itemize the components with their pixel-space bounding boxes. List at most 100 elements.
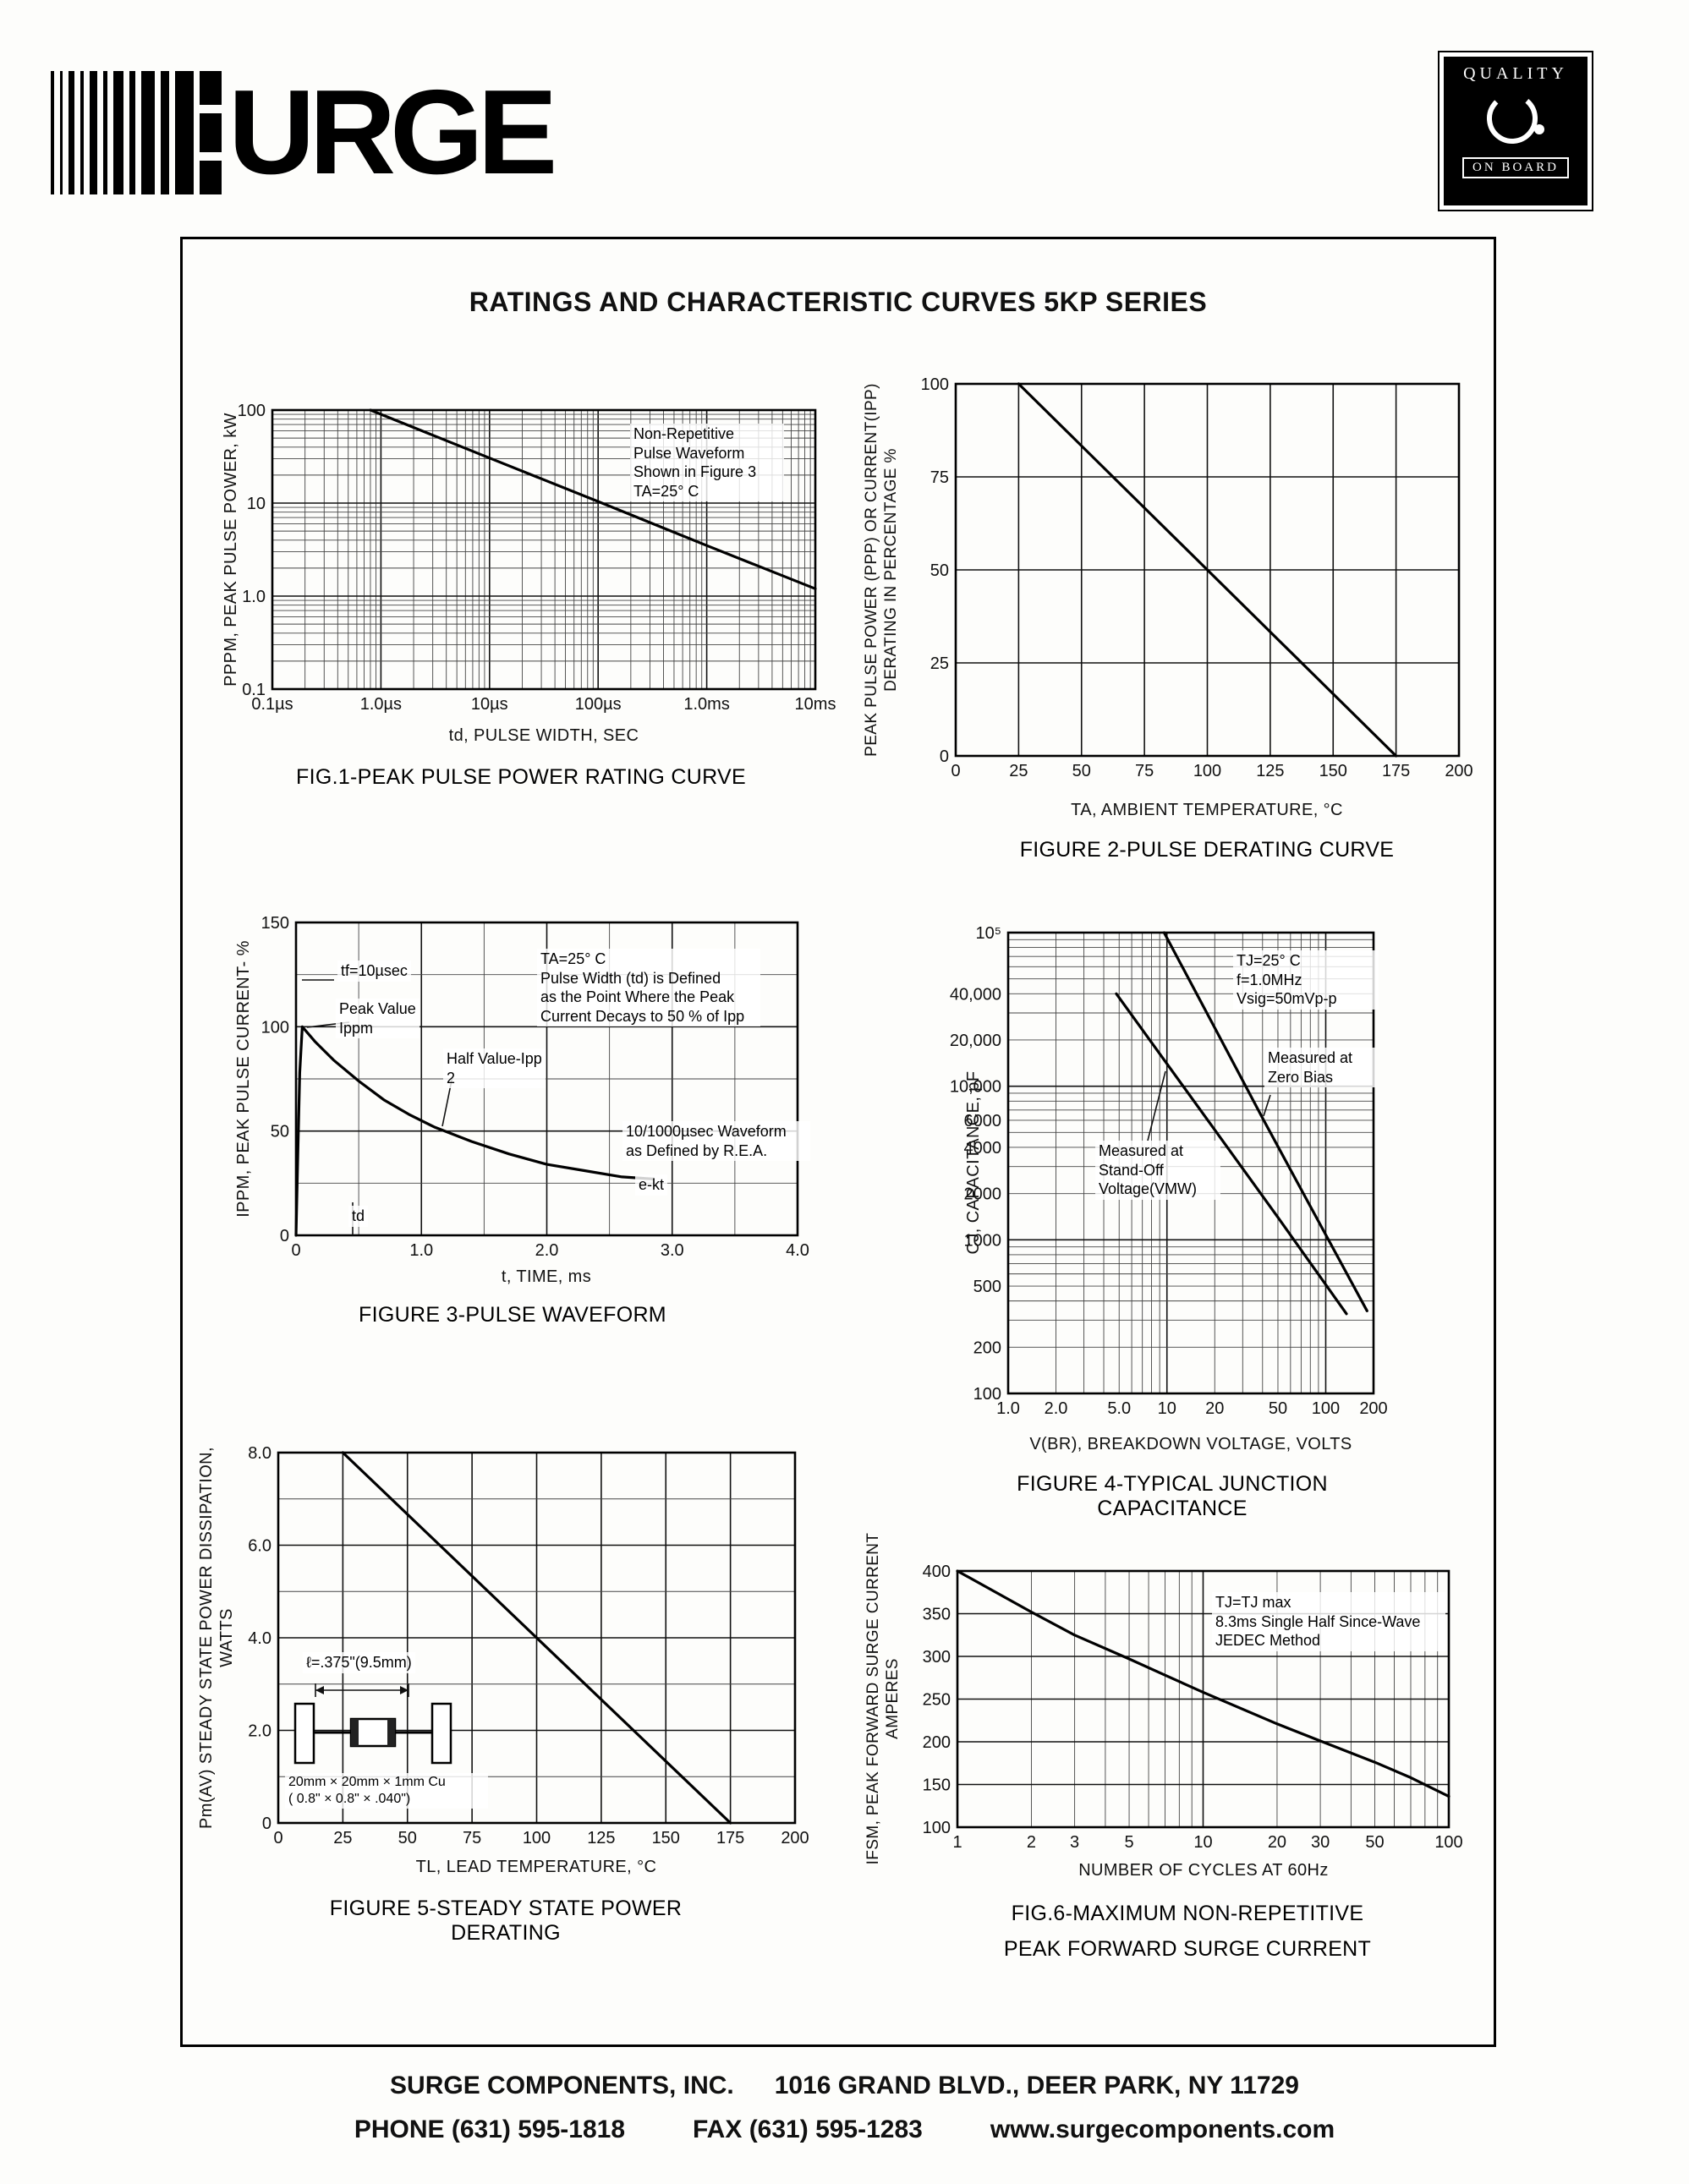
svg-text:0: 0 (940, 747, 949, 766)
fig2-y-axis-label: PEAK PULSE POWER (PPP) OR CURRENT(IPP) D… (863, 383, 900, 757)
svg-text:200: 200 (1445, 762, 1472, 780)
fig5-mounting-diagram (293, 1683, 452, 1765)
svg-text:1.0: 1.0 (242, 588, 266, 606)
svg-text:8.0: 8.0 (248, 1444, 271, 1463)
svg-text:2000: 2000 (964, 1185, 1002, 1204)
svg-text:20: 20 (1268, 1833, 1286, 1852)
fig1-y-axis-label: PPPM, PEAK PULSE POWER, kW (222, 413, 240, 687)
svg-text:100: 100 (973, 1385, 1001, 1404)
svg-text:50: 50 (271, 1123, 289, 1141)
fig3-ekt-annotation: e-kt (635, 1174, 668, 1196)
fig5-power-derating-chart: 0 25 50 75 100 125 150 175 200 0 2.0 4.0 6.0 8.0 (248, 1444, 809, 1847)
datasheet-frame: RATINGS AND CHARACTERISTIC CURVES 5KP SE… (180, 237, 1496, 2047)
svg-text:100: 100 (923, 1819, 951, 1837)
fig5-lead-length-annotation: ℓ=.375"(9.5mm) (303, 1652, 415, 1673)
quality-badge-field: QUALITY ON BOARD (1444, 57, 1588, 205)
fig6-caption-line1: FIG.6-MAXIMUM NON-REPETITIVE (1011, 1902, 1364, 1925)
fig3-rea-annotation: 10/1000µsec Waveform as Defined by R.E.A… (622, 1121, 810, 1161)
svg-text:150: 150 (652, 1829, 680, 1847)
svg-text:1.0: 1.0 (996, 1399, 1020, 1418)
svg-text:30: 30 (1311, 1833, 1330, 1852)
svg-text:10,000: 10,000 (950, 1078, 1001, 1097)
svg-text:20,000: 20,000 (950, 1032, 1001, 1050)
svg-text:0: 0 (262, 1815, 271, 1833)
svg-text:25: 25 (333, 1829, 352, 1847)
svg-text:400: 400 (923, 1563, 951, 1581)
footer-line1: SURGE COMPONENTS, INC. 1016 GRAND BLVD.,… (0, 2072, 1689, 2100)
svg-text:175: 175 (716, 1829, 744, 1847)
logo-text: URGE (228, 65, 557, 200)
fig4-x-axis-label: V(BR), BREAKDOWN VOLTAGE, VOLTS (1029, 1435, 1352, 1453)
fig2-x-axis-label: TA, AMBIENT TEMPERATURE, °C (1071, 801, 1343, 819)
fig3-y-axis-label: IPPM, PEAK PULSE CURRENT- % (234, 940, 253, 1218)
svg-text:10: 10 (1158, 1399, 1176, 1418)
svg-text:150: 150 (923, 1776, 951, 1795)
svg-text:125: 125 (587, 1829, 615, 1847)
svg-text:100: 100 (1312, 1399, 1340, 1418)
svg-text:10: 10 (1193, 1833, 1212, 1852)
fig3-condition-annotation: TA=25° C Pulse Width (td) is Defined as … (537, 949, 760, 1026)
fig6-y-axis-label: IFSM, PEAK FORWARD SURGE CURRENT AMPERES (864, 1532, 902, 1865)
svg-text:1: 1 (952, 1833, 962, 1852)
svg-text:150: 150 (1319, 762, 1347, 780)
footer-address: 1016 GRAND BLVD., DEER PARK, NY 11729 (774, 2072, 1299, 2099)
footer-company: SURGE COMPONENTS, INC. (390, 2072, 734, 2099)
fig2-caption: FIGURE 2-PULSE DERATING CURVE (1019, 838, 1395, 862)
fig1-peak-pulse-power-chart: 0.1µs 1.0µs 10µs 100µs 1.0ms 10ms 0.1 1.0 10 100 (238, 402, 836, 714)
footer-line2: PHONE (631) 595-1818 FAX (631) 595-1283 … (0, 2116, 1689, 2144)
svg-text:125: 125 (1256, 762, 1284, 780)
svg-text:3: 3 (1070, 1833, 1079, 1852)
fig4-zero-bias-annotation: Measured at Zero Bias (1264, 1048, 1376, 1087)
fig1-x-axis-label: td, PULSE WIDTH, SEC (448, 726, 639, 745)
svg-text:350: 350 (923, 1606, 951, 1624)
svg-text:50: 50 (930, 561, 949, 580)
svg-text:0: 0 (951, 762, 960, 780)
fig5-y-axis-label: Pm(AV) STEADY STATE POWER DISSIPATION, W… (197, 1447, 236, 1829)
svg-text:6000: 6000 (964, 1112, 1002, 1130)
fig5-caption: FIGURE 5-STEADY STATE POWER DERATING (329, 1897, 683, 1945)
svg-text:4.0: 4.0 (248, 1629, 271, 1648)
svg-text:6.0: 6.0 (248, 1537, 271, 1556)
fig4-stand-off-annotation: Measured at Stand-Off Voltage(VMW) (1095, 1141, 1220, 1200)
svg-text:100: 100 (238, 402, 266, 420)
fig2-pulse-derating-chart: 0 25 50 75 100 125 150 175 200 0 25 50 75 100 (921, 375, 1473, 780)
fig4-caption: FIGURE 4-TYPICAL JUNCTION CAPACITANCE (1017, 1472, 1328, 1520)
svg-text:250: 250 (923, 1691, 951, 1710)
svg-text:75: 75 (930, 468, 949, 487)
svg-text:10⁵: 10⁵ (975, 924, 1001, 943)
svg-text:0.1: 0.1 (242, 681, 266, 699)
svg-text:2.0: 2.0 (535, 1241, 559, 1260)
svg-text:20: 20 (1205, 1399, 1224, 1418)
fig3-tf-annotation: tf=10µsec (337, 961, 411, 982)
footer-website: www.surgecomponents.com (990, 2116, 1335, 2143)
fig1-caption: FIG.1-PEAK PULSE POWER RATING CURVE (296, 765, 746, 789)
svg-text:4.0: 4.0 (786, 1241, 809, 1260)
svg-text:1.0: 1.0 (409, 1241, 433, 1260)
svg-text:300: 300 (923, 1648, 951, 1667)
fig5-x-axis-label: TL, LEAD TEMPERATURE, °C (415, 1858, 657, 1876)
fig6-x-axis-label: NUMBER OF CYCLES AT 60Hz (1078, 1861, 1329, 1880)
fig3-half-value-annotation: Half Value-Ipp 2 (443, 1048, 546, 1088)
logo-barcode-bars (51, 71, 222, 194)
fig6-condition-annotation: TJ=TJ max 8.3ms Single Half Since-Wave J… (1212, 1592, 1445, 1651)
surge-logo: URGE (51, 65, 557, 200)
svg-text:75: 75 (463, 1829, 481, 1847)
svg-text:200: 200 (781, 1829, 809, 1847)
svg-text:2: 2 (1027, 1833, 1036, 1852)
svg-text:100: 100 (921, 375, 949, 394)
svg-text:100: 100 (1193, 762, 1221, 780)
svg-text:100: 100 (1434, 1833, 1462, 1852)
logo-s-glyph (200, 71, 222, 194)
svg-text:150: 150 (261, 914, 289, 933)
svg-text:200: 200 (973, 1338, 1001, 1357)
svg-text:40,000: 40,000 (950, 985, 1001, 1004)
quality-on-board-badge: QUALITY ON BOARD (1438, 51, 1593, 211)
svg-text:100µs: 100µs (575, 695, 622, 714)
fig1-condition-annotation: Non-Repetitive Pulse Waveform Shown in F… (630, 424, 784, 501)
fig4-condition-annotation: TJ=25° C f=1.0MHz Vsig=50mVp-p (1233, 950, 1379, 1010)
svg-text:0: 0 (291, 1241, 300, 1260)
svg-text:4000: 4000 (964, 1139, 1002, 1158)
footer-fax: FAX (631) 595-1283 (693, 2116, 923, 2143)
